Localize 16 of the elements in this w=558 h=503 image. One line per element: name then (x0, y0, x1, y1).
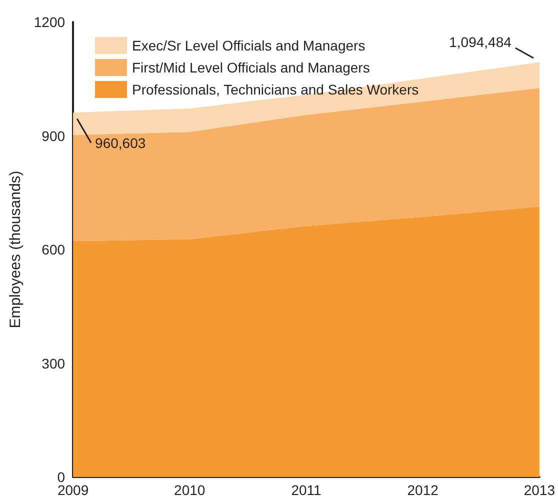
annotation: 960,603 (95, 134, 146, 151)
annotation: 1,094,484 (449, 34, 512, 50)
y-tick-label: 1200 (34, 14, 66, 30)
y-tick-label: 600 (42, 242, 66, 258)
x-tick-label: 2009 (57, 482, 89, 498)
legend-label: Exec/Sr Level Officials and Managers (132, 38, 366, 54)
x-tick-label: 2013 (524, 482, 556, 498)
x-tick-label: 2012 (407, 482, 439, 498)
x-tick-label: 2010 (174, 482, 206, 498)
y-tick-label: 0 (57, 469, 66, 485)
y-axis-title: Employees (thousands) (7, 170, 24, 328)
legend-label: First/Mid Level Officials and Managers (132, 60, 370, 76)
y-tick-label: 300 (42, 355, 66, 372)
x-tick-label: 2011 (291, 482, 322, 498)
y-tick-label: 900 (42, 128, 66, 144)
legend-label: Professionals, Technicians and Sales Workers (132, 82, 419, 98)
